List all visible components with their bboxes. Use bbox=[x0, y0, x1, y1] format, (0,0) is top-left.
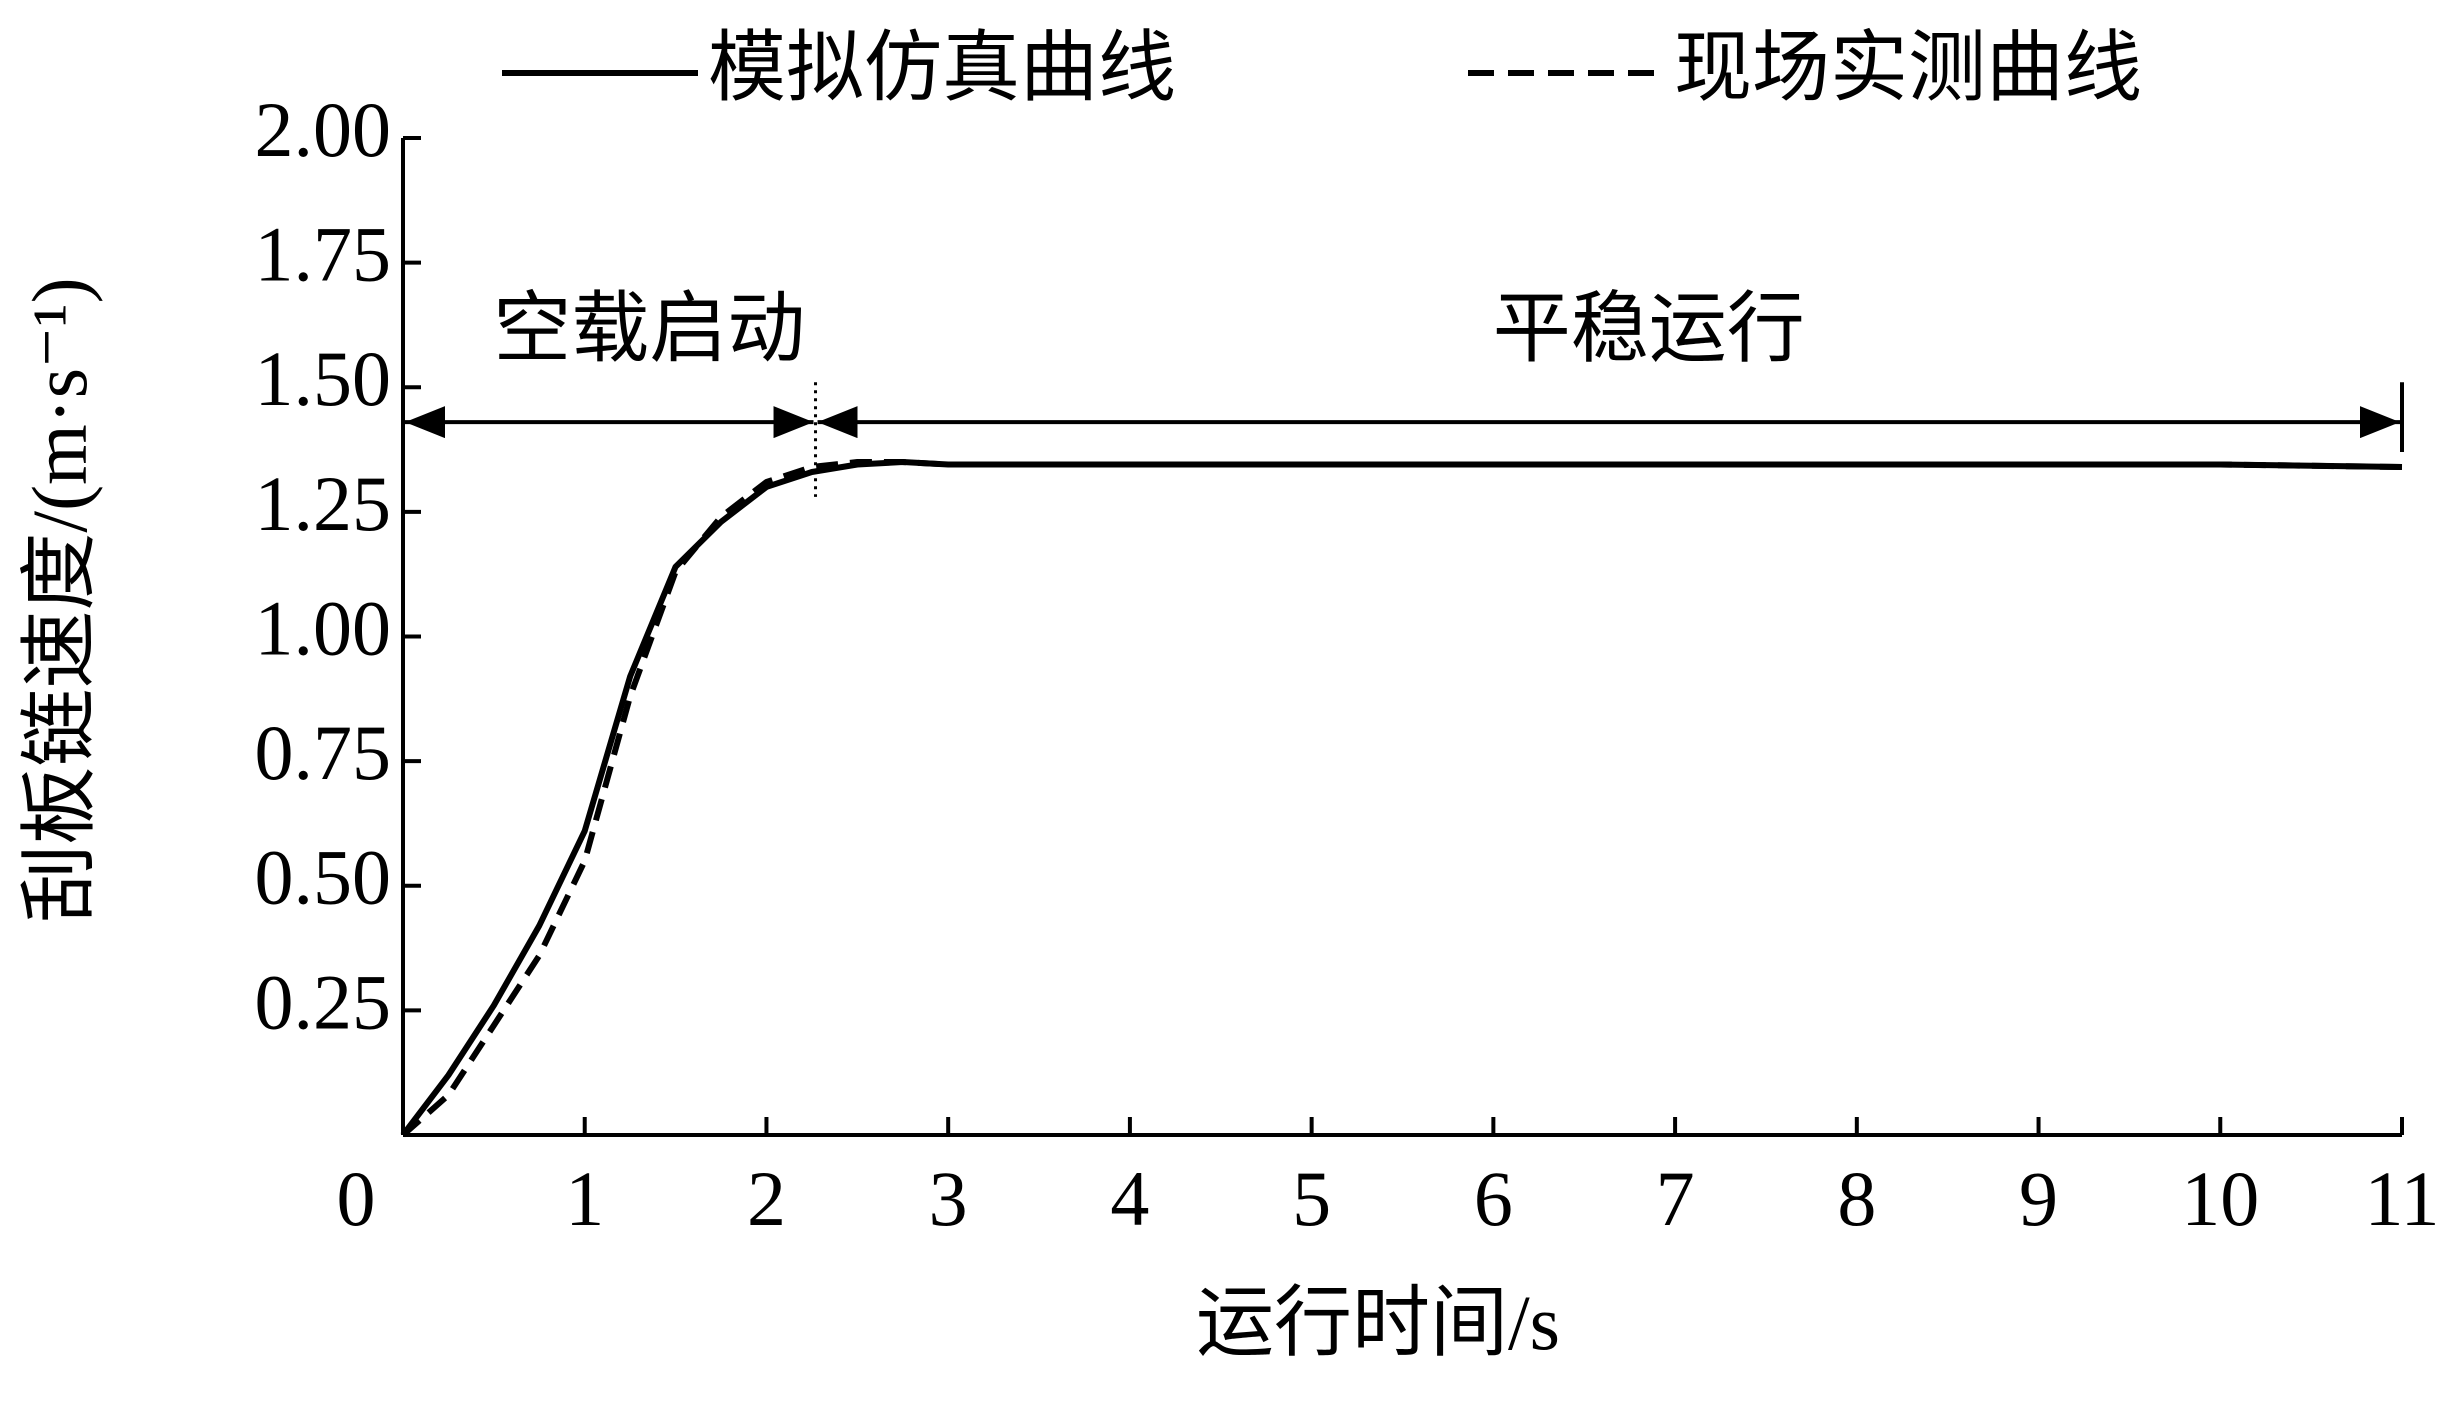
x-tick-label: 6 bbox=[1474, 1155, 1513, 1242]
x-tick-label: 2 bbox=[747, 1155, 786, 1242]
series-line bbox=[401, 459, 2403, 1138]
x-tick-label: 9 bbox=[2019, 1155, 2058, 1242]
y-tick-label: 0.25 bbox=[255, 958, 392, 1045]
x-tick-label: 0 bbox=[337, 1155, 376, 1242]
x-tick-label: 7 bbox=[1656, 1155, 1695, 1242]
y-tick-label: 1.50 bbox=[255, 335, 392, 422]
series-line bbox=[400, 459, 2403, 1137]
phase-label: 平稳运行 bbox=[1493, 285, 1805, 372]
x-tick-label: 1 bbox=[565, 1155, 604, 1242]
y-tick-label: 0.50 bbox=[255, 834, 392, 921]
y-tick-label: 0.75 bbox=[255, 709, 392, 796]
x-tick-label: 3 bbox=[929, 1155, 968, 1242]
y-tick-label: 1.75 bbox=[255, 211, 392, 298]
x-axis-title: 运行时间/s bbox=[1196, 1279, 1560, 1366]
y-tick-label: 2.00 bbox=[255, 86, 392, 173]
x-tick-label: 11 bbox=[2364, 1155, 2439, 1242]
y-tick-label: 1.25 bbox=[255, 460, 392, 547]
x-tick-label: 10 bbox=[2181, 1155, 2259, 1242]
legend-label: 模拟仿真曲线 bbox=[708, 24, 1176, 111]
y-axis-title: 刮板链速度/(m·s⁻¹) bbox=[16, 277, 103, 922]
legend-label: 现场实测曲线 bbox=[1674, 24, 2142, 111]
y-tick-label: 1.00 bbox=[255, 584, 392, 671]
x-tick-label: 5 bbox=[1292, 1155, 1331, 1242]
phase-label: 空载启动 bbox=[493, 285, 805, 372]
x-tick-label: 4 bbox=[1110, 1155, 1149, 1242]
x-tick-label: 8 bbox=[1837, 1155, 1876, 1242]
